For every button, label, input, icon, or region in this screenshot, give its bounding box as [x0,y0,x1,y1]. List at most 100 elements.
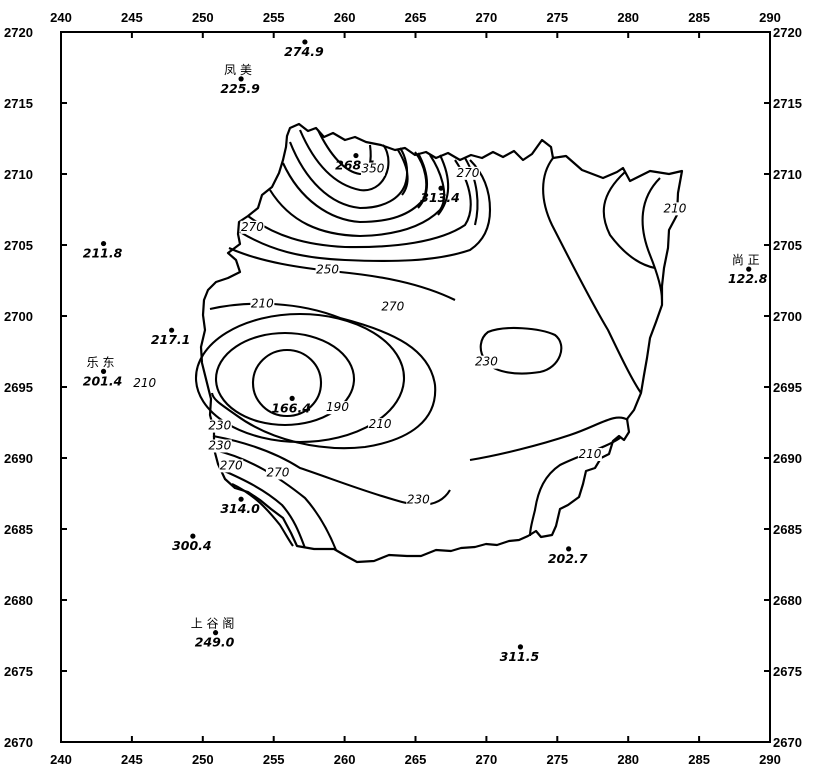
station-value: 249.0 [195,635,235,650]
y-tick-label-left: 2680 [4,593,33,608]
station-dot [566,546,572,552]
station-dot [746,266,752,272]
contour-label-bg [219,459,244,473]
station: 乐 东 201.4 [83,355,123,388]
contour-radial-1 [397,149,409,196]
station-dot [438,185,444,191]
y-tick-label-right: 2685 [773,522,802,537]
station-value: 300.4 [172,538,212,553]
contour-210-east-inner [602,171,656,270]
station: 314.0 [220,496,260,516]
x-tick-label-bottom: 255 [263,752,285,767]
y-tick-label-right: 2690 [773,451,802,466]
contour-label-bg [325,401,350,415]
contour-label: 350 [362,162,385,176]
contour-210-east-2 [641,177,664,301]
x-tick-label-bottom: 265 [405,752,427,767]
y-tick-label-right: 2675 [773,664,802,679]
contour-label-bg [577,448,602,461]
contour-label: 270 [267,465,290,479]
x-tick-label-top: 250 [192,10,214,25]
y-tick-label-right: 2705 [773,238,802,253]
contour-label-bg [455,166,480,180]
x-tick-label-bottom: 270 [476,752,498,767]
contour-250-sw [231,483,294,547]
x-tick-label-top: 240 [50,10,72,25]
y-tick-label-left: 2710 [4,167,33,182]
x-tick-label-bottom: 285 [688,752,710,767]
contour-label: 210 [133,376,156,390]
station-dot [238,76,244,82]
station: 尚 正 122.8 [728,253,768,286]
rainfall-contours [194,129,664,551]
contour-270-north-inner [247,159,472,249]
contour-210-west [209,302,437,450]
x-tick-label-top: 255 [263,10,285,25]
contour-350-ring-4 [299,129,390,192]
station-dot [100,240,107,247]
contour-230-east-big [542,157,642,394]
station: 313.4 [420,185,460,205]
x-tick-label-top: 270 [476,10,498,25]
contour-label-bg [662,202,687,216]
contour-label: 270 [381,299,404,313]
map-frame: 2402402452452502502552552602602652652702… [4,10,802,767]
contour-label: 230 [208,419,231,433]
contour-label-bg [315,263,340,277]
station: 311.5 [500,644,540,664]
station-value: 166.4 [271,400,311,415]
y-tick-label-left: 2695 [4,380,33,395]
contour-label-bg [207,439,232,453]
tick-marks [60,31,771,743]
contour-label-bg [474,355,499,369]
station-dot [190,533,196,539]
contour-east-central-oval [479,327,563,375]
station-dot [517,644,524,650]
station: 凤 美 225.9 [220,63,260,96]
y-tick-label-right: 2670 [773,735,802,750]
station: 上 谷 阁 249.0 [191,617,235,650]
contour-270-north [228,247,456,301]
contour-labels: 270 250 270 210 210 190 210 230 230 270 270 230 210 2… [132,162,687,507]
contour-low-center [251,348,323,418]
station-value: 314.0 [220,501,260,516]
station-dot [289,395,295,401]
contour-label-bg [368,418,393,432]
y-tick-label-left: 2705 [4,238,33,253]
x-tick-label-top: 275 [546,10,568,25]
station-dot [212,630,219,636]
tick-labels: 2402402452452502502552552602602652652702… [4,10,802,767]
station-dot [302,39,308,45]
contour-label: 210 [578,447,601,461]
station-dot [238,496,244,502]
station: 300.4 [172,533,212,553]
contour-270-sw [221,469,306,549]
station-value: 217.1 [151,332,191,347]
y-tick-label-right: 2680 [773,593,802,608]
island-coastline [199,122,684,564]
station-name: 尚 正 [732,253,760,267]
station-value: 313.4 [420,190,460,205]
x-tick-label-bottom: 275 [546,752,568,767]
contour-label: 210 [664,201,687,215]
x-tick-label-top: 265 [405,10,427,25]
station-name: 上 谷 阁 [191,617,235,631]
y-tick-label-left: 2715 [4,96,33,111]
contour-label: 230 [407,492,430,506]
station-name: 凤 美 [224,63,252,77]
station-value: 311.5 [500,649,540,664]
contour-190 [214,331,356,427]
contour-label: 230 [208,438,231,452]
x-tick-label-bottom: 280 [617,752,639,767]
contour-label: 190 [326,400,349,414]
contour-label-bg [380,300,405,314]
contour-230-southeast [469,416,629,462]
station-name: 乐 东 [87,355,115,369]
contour-east-1 [464,157,479,226]
station-value: 202.7 [548,551,588,566]
contour-label: 270 [457,166,480,180]
contour-label-bg [265,466,290,480]
x-tick-label-top: 260 [334,10,356,25]
